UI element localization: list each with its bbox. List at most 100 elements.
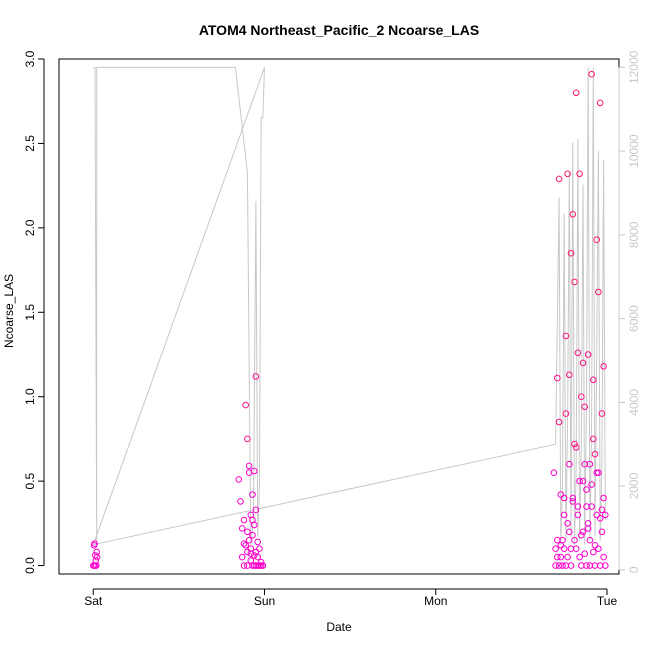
data-point <box>240 540 248 547</box>
data-point <box>235 476 243 483</box>
y-axis-label: Ncoarse_LAS <box>2 274 16 348</box>
data-point <box>562 562 570 569</box>
data-point <box>240 516 248 524</box>
data-point <box>560 494 568 502</box>
data-point <box>557 553 565 561</box>
data-point <box>249 516 256 524</box>
data-point <box>249 491 256 498</box>
data-point <box>247 550 255 558</box>
y-tick-label: 3.0 <box>23 50 37 67</box>
data-point <box>600 363 607 370</box>
data-point <box>247 545 255 553</box>
y2-tick-label: 6000 <box>627 305 641 332</box>
data-point <box>552 545 559 553</box>
data-point <box>576 170 583 178</box>
data-point <box>564 170 571 178</box>
data-point <box>90 562 98 569</box>
data-point <box>578 393 585 401</box>
data-point <box>574 503 582 510</box>
data-point <box>245 462 253 470</box>
line-layer <box>92 66 606 546</box>
data-point <box>256 562 263 569</box>
data-point <box>584 525 592 532</box>
data-point <box>566 371 573 379</box>
data-point <box>569 494 577 502</box>
data-point <box>237 498 244 505</box>
x-axis-label: Date <box>326 620 352 634</box>
data-point <box>560 511 568 519</box>
data-point <box>254 538 262 546</box>
data-point <box>244 435 251 443</box>
data-point <box>581 403 589 411</box>
data-point <box>590 548 597 556</box>
data-point <box>569 498 577 505</box>
data-point <box>256 545 263 553</box>
data-point <box>249 531 256 539</box>
data-point <box>93 553 101 561</box>
data-point <box>259 562 267 569</box>
data-point <box>572 444 580 451</box>
data-point <box>593 236 601 243</box>
data-point <box>578 562 585 569</box>
data-point <box>598 506 606 514</box>
x-tick-label: Sat <box>84 594 103 608</box>
data-point <box>571 536 578 544</box>
data-point <box>564 553 571 561</box>
data-point <box>552 562 559 569</box>
data-point <box>571 440 578 448</box>
data-point <box>238 525 246 532</box>
data-point <box>586 562 594 569</box>
data-point <box>564 520 571 527</box>
data-point <box>591 450 599 458</box>
data-point <box>596 99 604 107</box>
data-point <box>242 401 249 409</box>
data-point <box>93 562 100 569</box>
data-point <box>579 528 587 536</box>
data-point <box>581 460 589 468</box>
data-point <box>569 211 577 218</box>
data-point <box>584 351 592 358</box>
point-layer <box>90 70 609 569</box>
data-point <box>567 545 575 553</box>
data-point <box>593 469 601 477</box>
data-point <box>566 460 573 468</box>
data-point <box>554 374 561 382</box>
data-point <box>571 278 578 286</box>
data-point <box>554 536 561 544</box>
data-point <box>591 542 599 549</box>
data-point <box>595 288 602 296</box>
data-point <box>567 562 575 569</box>
data-point <box>254 553 262 561</box>
data-point <box>572 89 580 97</box>
y-tick-label: 0.0 <box>23 557 37 574</box>
x-tick-label: Tue <box>597 594 618 608</box>
data-point <box>596 562 604 569</box>
data-point <box>566 528 573 536</box>
data-point <box>596 515 604 522</box>
plot-frame <box>58 58 620 575</box>
data-point <box>567 249 575 257</box>
y-tick-label: 1.0 <box>23 388 37 405</box>
series-line-0 <box>92 66 606 546</box>
data-point <box>579 477 587 485</box>
data-point <box>562 332 570 340</box>
y2-tick-label: 10000 <box>627 134 641 168</box>
data-point <box>583 503 590 510</box>
data-point <box>555 418 563 426</box>
data-point <box>557 491 565 498</box>
data-point <box>579 359 587 367</box>
y-tick-label: 2.5 <box>23 135 37 152</box>
data-point <box>562 410 570 417</box>
y2-tick-label: 2000 <box>627 472 641 499</box>
y-tick-label: 2.0 <box>23 219 37 236</box>
data-point <box>554 553 561 561</box>
data-point <box>559 562 566 569</box>
data-point <box>238 553 246 561</box>
data-point <box>598 528 606 536</box>
data-point <box>91 540 98 547</box>
data-point <box>252 506 260 514</box>
y-tick-label: 0.5 <box>23 472 37 489</box>
data-point <box>242 542 249 549</box>
data-point <box>600 553 607 561</box>
